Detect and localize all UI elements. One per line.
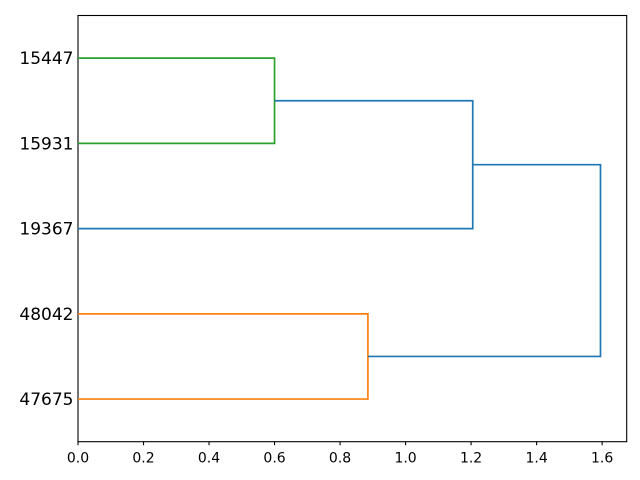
leaf-label: 47675 [19,390,73,410]
leaf-label: 19367 [19,220,73,240]
x-tick-label: 1.2 [460,451,482,467]
leaf-label: 48042 [19,305,73,325]
x-tick-label: 1.6 [591,451,613,467]
x-tick-label: 1.0 [394,451,416,467]
x-tick-label: 0.6 [263,451,285,467]
x-tick-label: 0.2 [132,451,154,467]
dendrogram-link [78,312,369,400]
dendrogram-link [367,163,602,358]
x-tick-label: 0.8 [329,451,351,467]
leaf-label: 15447 [19,49,73,69]
dendrogram-link [78,99,474,230]
leaf-label: 15931 [19,134,73,154]
x-tick-label: 0.0 [67,451,89,467]
x-tick-label: 1.4 [525,451,547,467]
x-tick-label: 0.4 [198,451,220,467]
dendrogram-link [78,57,276,145]
